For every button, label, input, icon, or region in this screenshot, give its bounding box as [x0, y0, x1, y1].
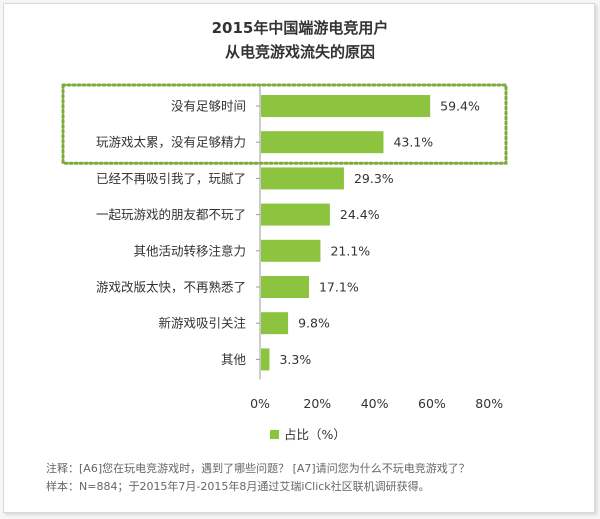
category-label: 其他 — [221, 352, 247, 367]
bar — [261, 239, 321, 262]
category-label: 一起玩游戏的朋友都不玩了 — [96, 207, 246, 222]
category-label: 玩游戏太累，没有足够精力 — [96, 135, 246, 150]
chart-title-line-2: 从电竞游戏流失的原因 — [224, 43, 375, 61]
value-label: 59.4% — [440, 99, 480, 114]
legend-label: 占比（%） — [284, 427, 346, 442]
bar — [261, 131, 384, 154]
value-label: 3.3% — [279, 352, 311, 367]
value-label: 43.1% — [393, 135, 433, 150]
x-tick-label: 80% — [475, 396, 503, 411]
highlight-box — [61, 83, 508, 165]
x-tick-label: 60% — [418, 396, 446, 411]
x-tick-label: 0% — [250, 396, 270, 411]
category-label: 新游戏吸引关注 — [158, 316, 246, 331]
chart-title-line-1: 2015年中国端游电竞用户 — [211, 19, 389, 37]
bar — [261, 276, 309, 298]
legend-swatch — [270, 430, 279, 439]
value-label: 9.8% — [298, 316, 330, 331]
value-label: 24.4% — [340, 207, 380, 222]
bar — [261, 348, 270, 371]
x-tick-label: 20% — [303, 396, 331, 411]
value-label: 29.3% — [354, 171, 394, 186]
category-label: 没有足够时间 — [171, 99, 246, 114]
bar — [261, 95, 431, 117]
x-tick-label: 40% — [361, 396, 389, 411]
value-label: 17.1% — [319, 280, 359, 295]
category-label: 其他活动转移注意力 — [133, 243, 246, 258]
bar — [261, 312, 289, 335]
footnote-sample: 样本：N=884；于2015年7月-2015年8月通过艾瑞iClick社区联机调… — [46, 480, 430, 493]
bar — [261, 203, 330, 226]
category-label: 已经不再吸引我了，玩腻了 — [96, 171, 246, 186]
footnote-question: 注释：[A6]您在玩电竞游戏时，遇到了哪些问题？ [A7]请问您为什么不玩电竞游… — [46, 462, 470, 475]
bar — [261, 167, 344, 190]
value-label: 21.1% — [330, 243, 370, 258]
category-label: 游戏改版太快，不再熟悉了 — [96, 280, 246, 295]
